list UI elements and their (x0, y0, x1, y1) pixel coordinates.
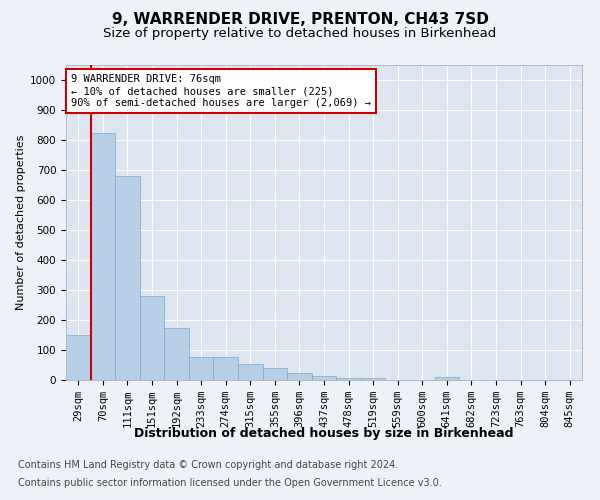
Bar (263, 368, 287, 380)
Bar (91, 132, 115, 380)
Text: Distribution of detached houses by size in Birkenhead: Distribution of detached houses by size … (134, 428, 514, 440)
Bar (115, 176, 140, 380)
Text: 9 WARRENDER DRIVE: 76sqm
← 10% of detached houses are smaller (225)
90% of semi-: 9 WARRENDER DRIVE: 76sqm ← 10% of detach… (71, 74, 371, 108)
Bar (287, 374, 312, 380)
Bar (312, 376, 336, 380)
Bar (336, 378, 361, 380)
Bar (434, 377, 459, 380)
Bar (164, 328, 189, 380)
Bar (361, 378, 385, 380)
Text: 9, WARRENDER DRIVE, PRENTON, CH43 7SD: 9, WARRENDER DRIVE, PRENTON, CH43 7SD (112, 12, 488, 28)
Bar (140, 296, 164, 380)
Bar (189, 356, 214, 380)
Bar (66, 335, 91, 380)
Text: Size of property relative to detached houses in Birkenhead: Size of property relative to detached ho… (103, 28, 497, 40)
Text: Contains public sector information licensed under the Open Government Licence v3: Contains public sector information licen… (18, 478, 442, 488)
Y-axis label: Number of detached properties: Number of detached properties (16, 135, 26, 310)
Text: Contains HM Land Registry data © Crown copyright and database right 2024.: Contains HM Land Registry data © Crown c… (18, 460, 398, 470)
Bar (214, 357, 238, 380)
Bar (238, 364, 263, 380)
